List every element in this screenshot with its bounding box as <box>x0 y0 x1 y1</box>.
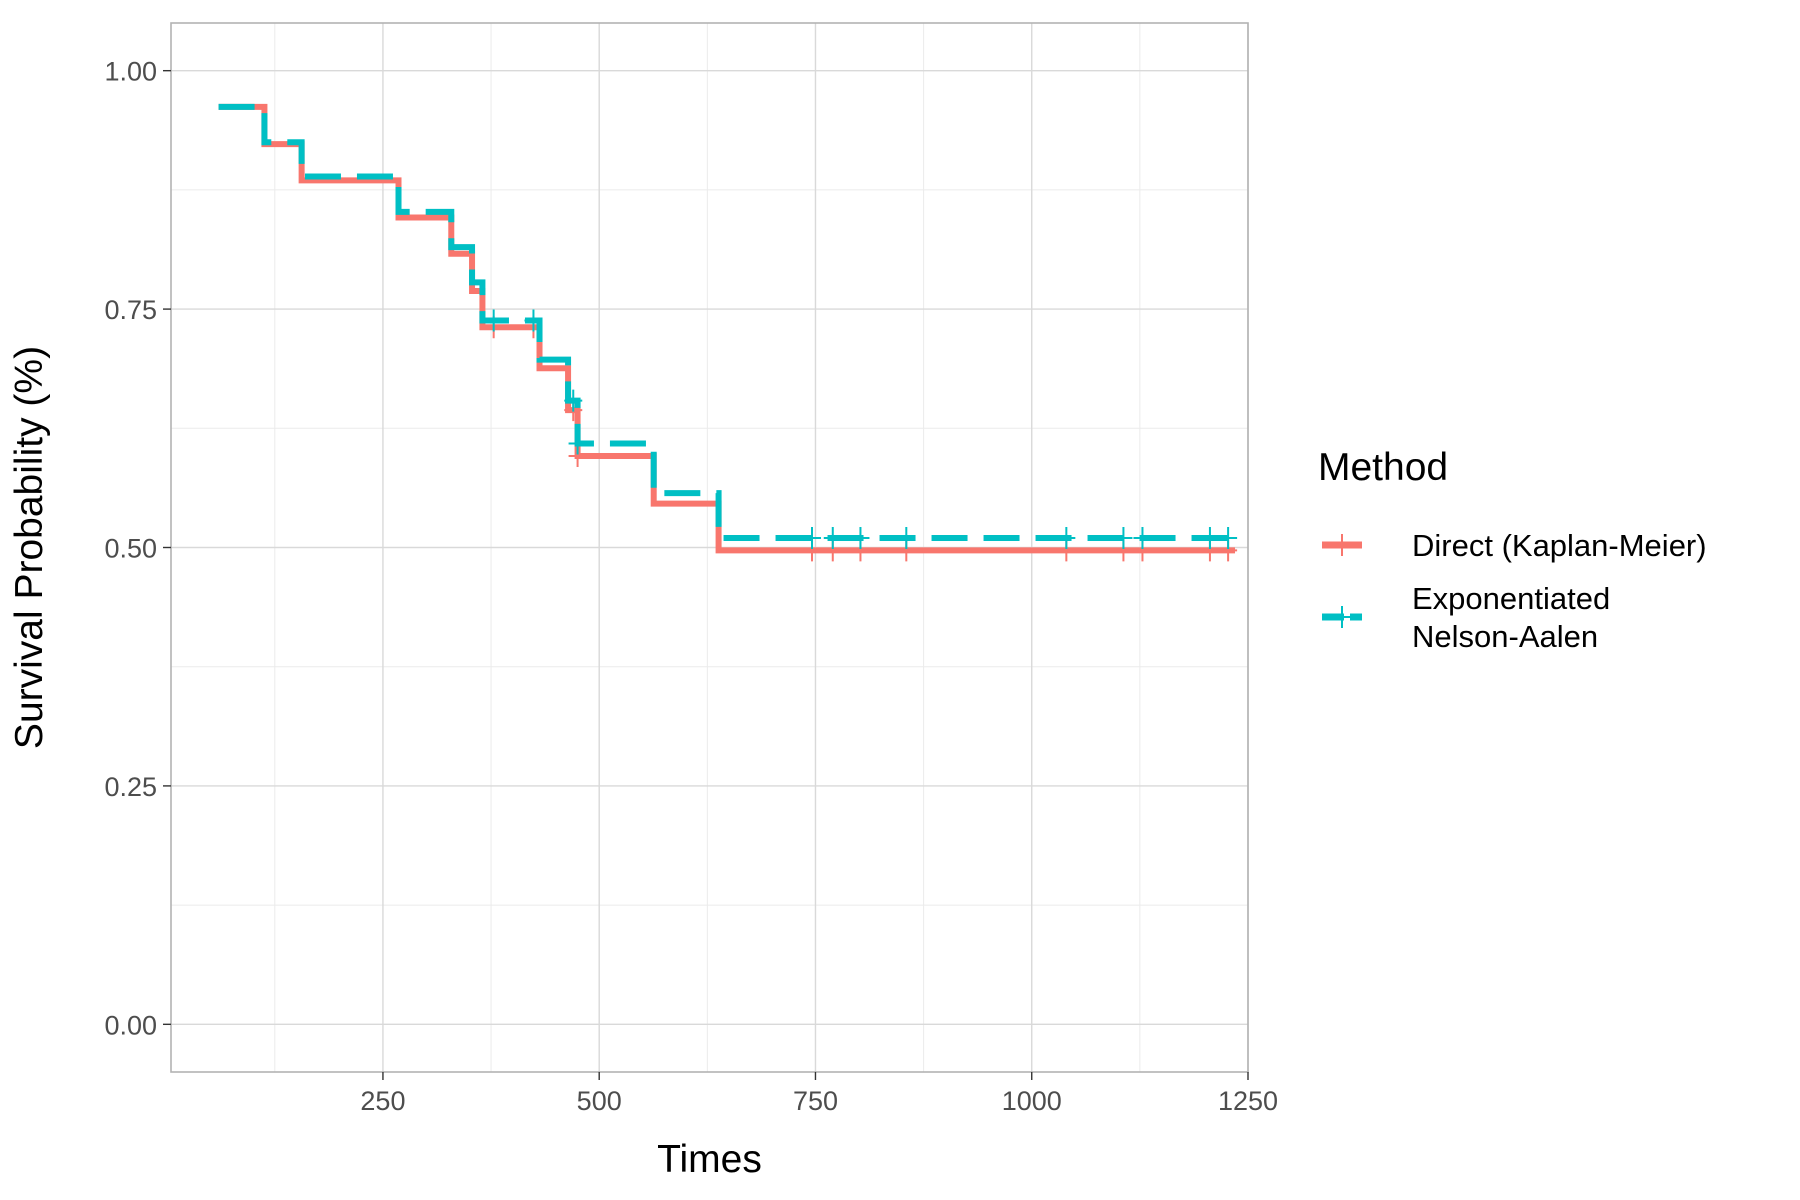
censor-mark <box>823 526 842 549</box>
y-tick-label: 0.00 <box>104 1010 157 1040</box>
series-nelson-aalen <box>218 103 1238 549</box>
censor-mark <box>1219 526 1238 549</box>
censor-mark <box>1057 526 1076 549</box>
legend-label: Direct (Kaplan-Meier) <box>1412 528 1707 563</box>
series-line <box>218 103 1236 554</box>
y-tick-label: 1.00 <box>104 57 157 87</box>
x-tick-label: 1250 <box>1218 1086 1278 1116</box>
legend-key-censor <box>1333 534 1351 556</box>
legend-label: Exponentiated <box>1412 581 1610 616</box>
censor-mark <box>803 526 822 549</box>
censor-mark <box>851 526 870 549</box>
legend: Method Direct (Kaplan-Meier) Exponentiate… <box>1318 446 1707 654</box>
censor-mark <box>1133 526 1152 549</box>
censor-mark <box>897 526 916 549</box>
x-axis-ticks: 250 500 750 1000 1250 <box>360 1072 1278 1116</box>
censor-mark <box>1114 526 1133 549</box>
y-tick-label: 0.75 <box>104 295 157 325</box>
y-axis-title: Survival Probability (%) <box>8 346 51 749</box>
censor-mark <box>568 432 587 455</box>
x-tick-label: 750 <box>793 1086 838 1116</box>
legend-entry: Direct (Kaplan-Meier) <box>1322 528 1707 563</box>
legend-key-censor <box>1333 606 1351 628</box>
legend-title: Method <box>1318 446 1448 489</box>
x-tick-label: 250 <box>360 1086 405 1116</box>
y-tick-label: 0.50 <box>104 534 157 564</box>
series-line <box>218 103 1236 541</box>
x-tick-label: 1000 <box>1002 1086 1062 1116</box>
y-axis-ticks: 0.00 0.25 0.50 0.75 1.00 <box>104 57 171 1040</box>
y-tick-label: 0.25 <box>104 772 157 802</box>
censor-mark <box>564 389 583 412</box>
censor-mark <box>524 309 543 332</box>
censor-mark <box>484 309 503 332</box>
series-layer <box>218 103 1238 562</box>
x-axis-title: Times <box>657 1138 762 1181</box>
x-tick-label: 500 <box>577 1086 622 1116</box>
legend-label: Nelson-Aalen <box>1412 619 1598 654</box>
censor-mark <box>1200 526 1219 549</box>
